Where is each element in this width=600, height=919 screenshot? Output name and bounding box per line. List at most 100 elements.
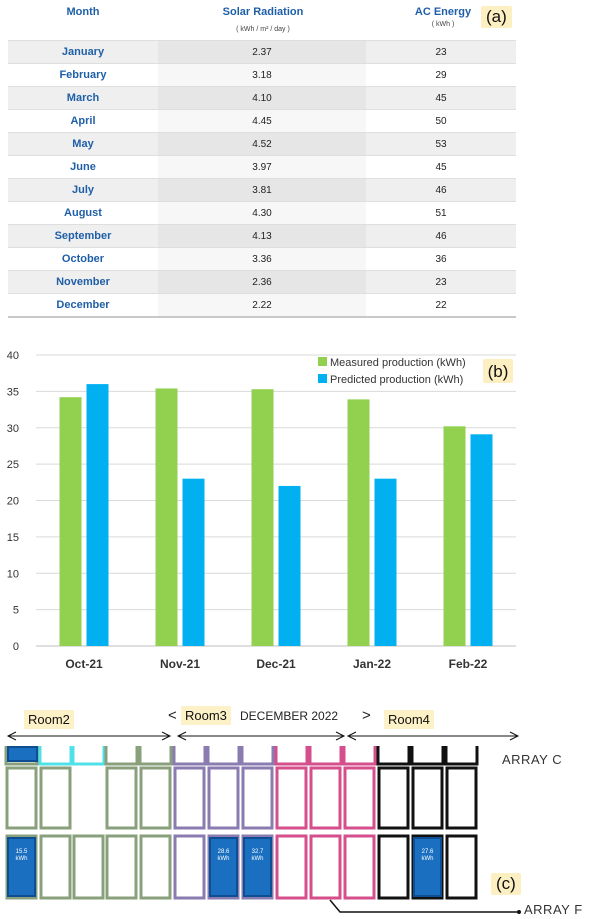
bar-predicted [86,384,109,646]
header-ac-unit: ( kWh ) [431,21,455,28]
bar-predicted [470,434,493,646]
month-cell: April [70,115,96,127]
header-solar-radiation: Solar Radiation ( kWh / m² / day ) [168,6,358,33]
panel-top-row [444,746,479,766]
y-tick-label: 20 [7,496,19,508]
month-cell: February [59,69,107,81]
bar-predicted [182,478,205,646]
table-row: August 4.30 51 [8,201,516,225]
arrow-head [176,731,187,741]
month-cell: July [71,184,94,196]
solar-radiation-cell: 4.30 [158,202,366,225]
arrow-head [161,731,172,741]
table-row: November 2.36 23 [8,270,516,294]
table-row: December 2.22 22 [8,293,516,317]
solar-radiation-cell: 4.10 [158,87,366,110]
panel-top-row [308,746,343,766]
measured-panel: 27.6 kWh [413,837,442,897]
arrow-head [509,731,520,741]
y-tick-label: 35 [7,386,19,398]
solar-radiation-cell: 3.81 [158,179,366,202]
panel-top-row [376,746,411,766]
panel-b-tag-bg [483,359,513,383]
solar-radiation-cell: 2.37 [158,41,366,64]
month-cell: August [64,207,102,219]
table-row: April 4.45 50 [8,109,516,133]
solar-array-panel: Room2 < Room3 DECEMBER 2022 > Room4 ARRA… [0,690,600,919]
legend-label: Measured production (kWh) [330,357,466,369]
panel [173,766,206,830]
ac-energy-cell: 45 [435,162,447,173]
month-cell: November [56,276,110,288]
ac-energy-cell: 46 [435,231,447,242]
measured-panel: 32.7 kWh [243,837,272,897]
header-month: Month [66,6,100,18]
month-cell: March [66,92,100,104]
panel [445,834,478,900]
bar-predicted [374,478,397,646]
panel-top-row [71,746,106,766]
panel [139,834,172,900]
solar-radiation-cell: 3.36 [158,248,366,271]
panel [39,766,72,830]
legend-swatch [318,357,327,366]
room3-label: Room3 [181,706,231,725]
x-tick-label: Feb-22 [449,657,488,671]
ac-energy-cell: 46 [435,185,447,196]
table-header: Month Solar Radiation ( kWh / m² / day )… [8,0,516,40]
legend-swatch [318,374,327,383]
solar-radiation-cell: 3.18 [158,64,366,87]
next-month-button[interactable]: > [362,707,371,724]
table-row: March 4.10 45 [8,86,516,110]
table-bottom-rule [8,316,516,318]
ac-energy-cell: 51 [435,208,447,219]
panel [39,834,72,900]
panel [411,766,444,830]
panel-a-tag: (a) [481,6,512,28]
panel [309,834,342,900]
solar-table-panel: Month Solar Radiation ( kWh / m² / day )… [0,0,600,322]
array-f-leader [329,899,518,913]
panel-top-row [104,746,139,766]
panel [309,766,342,830]
panel [343,834,376,900]
panel [173,834,206,900]
measured-panel: 28.6 kWh [209,837,238,897]
panel-top-row [38,746,73,766]
panel [445,766,478,830]
panel-top-row [274,746,309,766]
panel-top-row [206,746,241,766]
y-tick-label: 30 [7,423,19,435]
bar-measured [251,389,274,646]
ac-energy-cell: 29 [435,70,447,81]
panel [207,766,240,830]
y-tick-label: 10 [7,568,19,580]
prev-month-button[interactable]: < [168,707,177,724]
ac-energy-cell: 45 [435,93,447,104]
array-c-label: ARRAY C [502,752,563,767]
month-title: DECEMBER 2022 [240,709,339,723]
table-row: September 4.13 46 [8,224,516,248]
arrow-head [6,731,17,741]
production-chart-panel: 0 5 10 15 20 25 30 35 40 Oct-21 Nov-21 Dec-21 Jan-22… [0,340,600,685]
panel-kwh-label: 15.5 kWh [15,849,28,862]
panel [139,766,172,830]
panel-b-tag: (b) [488,362,509,381]
panel-kwh-label: 28.6 kWh [217,849,230,862]
ac-energy-cell: 53 [435,139,447,150]
month-cell: June [70,161,96,173]
x-tick-label: Dec-21 [256,657,296,671]
panel [343,766,376,830]
y-tick-label: 40 [7,350,19,362]
ac-energy-cell: 36 [435,254,447,265]
panel-kwh-label: 32.7 kWh [251,849,264,862]
panel [5,766,38,830]
header-solar-unit: ( kWh / m² / day ) [236,26,290,33]
y-tick-label: 15 [7,532,19,544]
table-row: June 3.97 45 [8,155,516,179]
panel-top-row [342,746,377,766]
bar-measured [347,399,370,646]
panel [241,766,274,830]
production-bar-chart: 0 5 10 15 20 25 30 35 40 Oct-21 Nov-21 Dec-21 Jan-22… [7,350,516,671]
table-row: July 3.81 46 [8,178,516,202]
